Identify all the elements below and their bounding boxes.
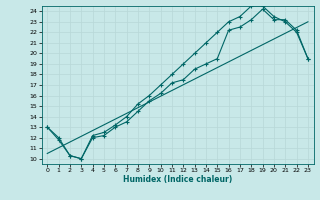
X-axis label: Humidex (Indice chaleur): Humidex (Indice chaleur) xyxy=(123,175,232,184)
